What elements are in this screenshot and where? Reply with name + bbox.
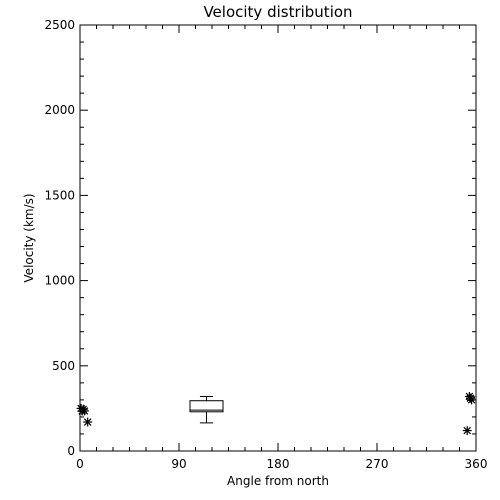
x-tick-label: 360 xyxy=(465,457,488,471)
chart-title: Velocity distribution xyxy=(203,3,352,21)
y-tick-label: 2000 xyxy=(44,103,75,117)
y-tick-label: 500 xyxy=(52,359,75,373)
plot-frame xyxy=(79,24,477,452)
y-axis: 0 500 1000 1500 2000 2500 xyxy=(44,18,476,458)
y-tick-label: 1000 xyxy=(44,274,75,288)
x-tick-label: 270 xyxy=(366,457,389,471)
x-axis-title: Angle from north xyxy=(227,474,329,488)
y-tick-label: 0 xyxy=(67,444,75,458)
boxplot-box xyxy=(189,400,224,413)
x-axis: 0 90 180 270 360 xyxy=(76,25,487,471)
scatter-points xyxy=(76,391,477,436)
y-tick-label: 2500 xyxy=(44,18,75,32)
x-tick-label: 0 xyxy=(76,457,84,471)
y-axis-title: Velocity (km/s) xyxy=(22,193,36,282)
data-point xyxy=(83,417,93,427)
boxplot xyxy=(189,395,224,424)
data-point xyxy=(467,395,477,405)
data-point xyxy=(79,406,89,416)
data-point xyxy=(462,426,472,436)
x-tick-label: 180 xyxy=(267,457,290,471)
x-tick-label: 90 xyxy=(171,457,186,471)
y-tick-label: 1500 xyxy=(44,188,75,202)
